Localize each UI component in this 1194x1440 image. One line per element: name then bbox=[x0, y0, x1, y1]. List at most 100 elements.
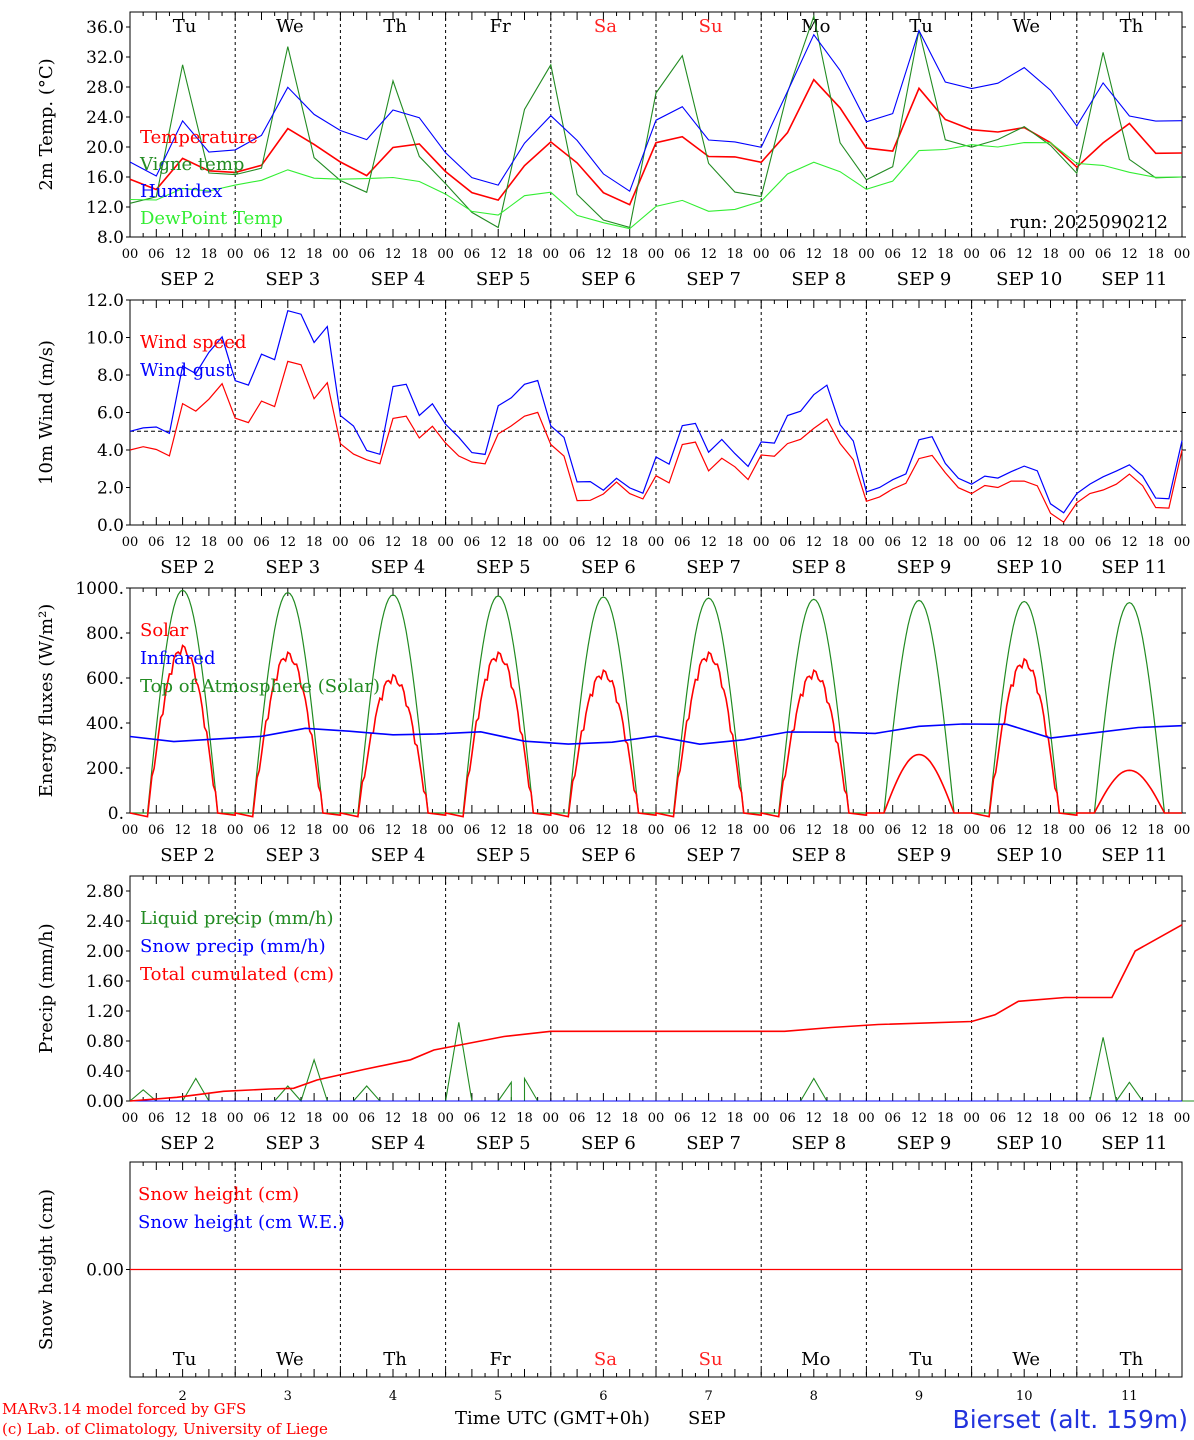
hour-label: 06 bbox=[779, 1111, 796, 1126]
hour-label: 12 bbox=[806, 823, 823, 838]
hour-label: 06 bbox=[990, 535, 1007, 550]
hour-label: 12 bbox=[595, 247, 612, 262]
hour-label: 00 bbox=[437, 247, 454, 262]
hour-label: 12 bbox=[911, 823, 928, 838]
hour-label: 18 bbox=[937, 823, 954, 838]
hour-label: 18 bbox=[1147, 823, 1164, 838]
date-label: SEP 11 bbox=[1101, 557, 1167, 578]
hour-label: 00 bbox=[648, 823, 665, 838]
day-name: Th bbox=[383, 1349, 407, 1370]
hour-label: 18 bbox=[201, 1111, 218, 1126]
hour-label: 00 bbox=[1069, 535, 1086, 550]
y-axis-label: Energy fluxes (W/m²) bbox=[36, 604, 57, 798]
y-tick-label: 800. bbox=[86, 624, 124, 644]
date-label: SEP 11 bbox=[1101, 1133, 1167, 1154]
hour-label: 18 bbox=[1042, 823, 1059, 838]
hour-label: 06 bbox=[990, 247, 1007, 262]
day-number: 8 bbox=[810, 1389, 818, 1404]
hour-label: 12 bbox=[490, 1111, 507, 1126]
day-name: Su bbox=[699, 16, 723, 37]
hour-label: 12 bbox=[1016, 823, 1033, 838]
hour-label: 06 bbox=[884, 823, 901, 838]
hour-label: 06 bbox=[253, 823, 270, 838]
date-label: SEP 7 bbox=[686, 845, 741, 866]
hour-label: 12 bbox=[1121, 1111, 1138, 1126]
model-credit: MARv3.14 model forced by GFS bbox=[2, 1400, 246, 1418]
y-tick-label: 2.40 bbox=[86, 912, 124, 932]
y-tick-label: 12.0 bbox=[86, 291, 124, 311]
y-tick-label: 2.00 bbox=[86, 942, 124, 962]
date-label: SEP 4 bbox=[371, 845, 426, 866]
hour-label: 00 bbox=[1069, 247, 1086, 262]
day-name: Fr bbox=[490, 1349, 511, 1370]
legend-entry: Wind speed bbox=[140, 332, 246, 353]
date-label: SEP 9 bbox=[897, 557, 952, 578]
hour-label: 12 bbox=[385, 1111, 402, 1126]
hour-label: 06 bbox=[253, 247, 270, 262]
hour-label: 00 bbox=[858, 823, 875, 838]
series-wind-speed bbox=[129, 360, 1183, 524]
hour-label: 12 bbox=[280, 247, 297, 262]
hour-label: 18 bbox=[306, 1111, 323, 1126]
hour-label: 12 bbox=[700, 247, 717, 262]
hour-label: 06 bbox=[569, 535, 586, 550]
hour-label: 06 bbox=[148, 535, 165, 550]
hour-label: 12 bbox=[385, 535, 402, 550]
y-tick-label: 400. bbox=[86, 714, 124, 734]
hour-label: 06 bbox=[358, 823, 375, 838]
legend-entry: Humidex bbox=[140, 181, 222, 202]
day-name: Sa bbox=[594, 16, 617, 37]
day-number: 3 bbox=[284, 1389, 292, 1404]
hour-label: 06 bbox=[358, 247, 375, 262]
hour-label: 18 bbox=[516, 1111, 533, 1126]
run-label: run: 2025090212 bbox=[1010, 212, 1168, 233]
month-label: SEP bbox=[688, 1408, 726, 1429]
day-name: We bbox=[276, 1349, 304, 1370]
hour-label: 06 bbox=[1095, 535, 1112, 550]
hour-label: 18 bbox=[937, 1111, 954, 1126]
hour-label: 18 bbox=[727, 1111, 744, 1126]
date-label: SEP 3 bbox=[265, 845, 320, 866]
hour-label: 18 bbox=[727, 535, 744, 550]
hour-label: 12 bbox=[174, 1111, 191, 1126]
hour-label: 00 bbox=[332, 535, 349, 550]
hour-label: 00 bbox=[437, 823, 454, 838]
hour-label: 00 bbox=[122, 823, 139, 838]
hour-label: 00 bbox=[437, 535, 454, 550]
hour-label: 18 bbox=[621, 823, 638, 838]
y-tick-label: 0.00 bbox=[86, 1092, 124, 1112]
date-label: SEP 5 bbox=[476, 845, 531, 866]
hour-label: 06 bbox=[464, 1111, 481, 1126]
y-tick-label: 24.0 bbox=[86, 108, 124, 128]
hour-label: 06 bbox=[674, 823, 691, 838]
hour-label: 00 bbox=[963, 535, 980, 550]
hour-label: 06 bbox=[358, 535, 375, 550]
day-name: Th bbox=[383, 16, 407, 37]
hour-label: 12 bbox=[490, 247, 507, 262]
date-label: SEP 4 bbox=[371, 1133, 426, 1154]
hour-label: 06 bbox=[674, 535, 691, 550]
hour-label: 12 bbox=[490, 823, 507, 838]
hour-label: 06 bbox=[253, 1111, 270, 1126]
hour-label: 18 bbox=[411, 247, 428, 262]
date-label: SEP 10 bbox=[996, 1133, 1062, 1154]
hour-label: 18 bbox=[306, 247, 323, 262]
hour-label: 12 bbox=[280, 535, 297, 550]
hour-label: 06 bbox=[779, 535, 796, 550]
hour-label: 18 bbox=[201, 535, 218, 550]
hour-label: 00 bbox=[648, 247, 665, 262]
date-label: SEP 6 bbox=[581, 1133, 636, 1154]
hour-label: 00 bbox=[753, 247, 770, 262]
y-tick-label: 4.0 bbox=[97, 441, 124, 461]
hour-label: 00 bbox=[437, 1111, 454, 1126]
day-number: 9 bbox=[915, 1389, 923, 1404]
day-name: We bbox=[1012, 1349, 1040, 1370]
hour-label: 06 bbox=[569, 247, 586, 262]
day-name: We bbox=[1012, 16, 1040, 37]
date-label: SEP 2 bbox=[160, 1133, 215, 1154]
y-tick-label: 0.0 bbox=[97, 516, 124, 536]
hour-label: 12 bbox=[806, 247, 823, 262]
y-tick-label: 1.20 bbox=[86, 1002, 124, 1022]
hour-label: 00 bbox=[1069, 823, 1086, 838]
